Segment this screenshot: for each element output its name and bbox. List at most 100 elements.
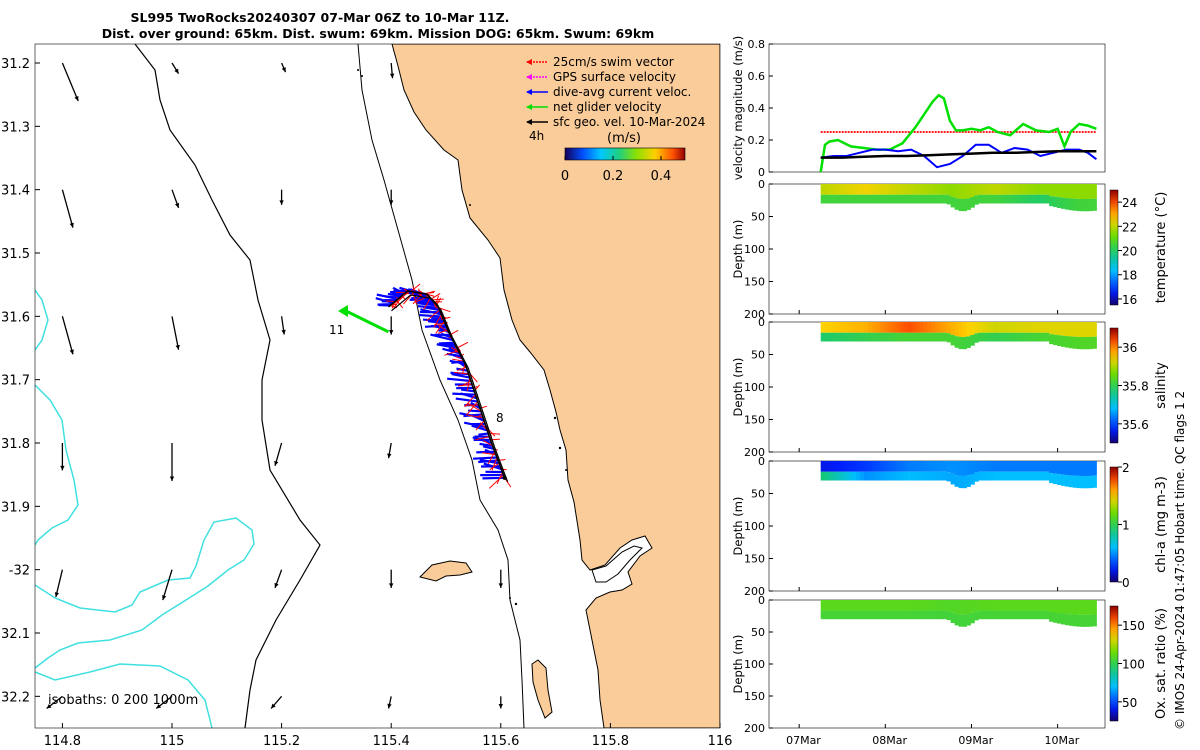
heatmap-cell-lower (907, 610, 912, 620)
heatmap-cell-lower (923, 194, 928, 204)
heatmap-cell-lower (871, 194, 877, 204)
current-vector (424, 324, 447, 328)
heatmap-cell-lower (1064, 613, 1070, 626)
heatmap-cell-upper (919, 461, 924, 472)
heatmap-cell-lower (990, 471, 995, 481)
geo-vector-head (389, 200, 394, 205)
heatmap-cell-lower (1001, 332, 1007, 342)
heatmap-cell-upper (1072, 600, 1078, 615)
colorbar-label: chl-a (mg m-3) (1154, 476, 1169, 573)
heatmap-cell-upper (978, 184, 983, 195)
legend-swatch-head (526, 89, 532, 95)
panel-y-tick-label: 0 (758, 316, 765, 329)
swim-vector (432, 298, 444, 301)
heatmap-cell-lower (1029, 194, 1034, 204)
heatmap-cell-lower (938, 332, 944, 342)
heatmap-cell-lower (934, 471, 940, 481)
map-x-tick-label: 115.2 (263, 734, 300, 749)
heatmap-cell-lower (895, 194, 900, 204)
current-vector (478, 459, 499, 464)
heatmap-cell-upper (946, 322, 952, 334)
track-label-8: 8 (496, 411, 504, 425)
heatmap-cell-upper (1025, 461, 1030, 472)
heatmap-cell-lower (875, 194, 881, 204)
heatmap-cell-upper (1064, 461, 1070, 476)
heatmap-cell-lower (1045, 194, 1050, 204)
heatmap-cell-lower (1092, 475, 1097, 488)
heatmap-cell-lower (1060, 335, 1066, 347)
heatmap-cell-lower (915, 471, 920, 481)
heatmap-cell-upper (1013, 322, 1019, 333)
heatmap-cell-lower (1005, 471, 1011, 481)
heatmap-cell-upper (860, 322, 865, 333)
heatmap-cell-upper (871, 461, 877, 472)
heatmap-cell-upper (930, 600, 936, 611)
heatmap-cell-lower (899, 610, 904, 620)
heatmap-cell-upper (879, 461, 885, 472)
heatmap-cell-upper (875, 184, 881, 195)
panel-y-label: Depth (m) (731, 358, 745, 417)
panel-y-tick-label: 200 (744, 446, 765, 459)
heatmap-cell-upper (848, 600, 853, 611)
heatmap-cell-lower (993, 194, 999, 204)
panel-y-label: Depth (m) (731, 220, 745, 279)
heatmap-cell-upper (856, 184, 861, 195)
panel-frame (768, 321, 1106, 453)
heatmap-cell-upper (1049, 600, 1054, 612)
net-glider-velocity (345, 309, 390, 334)
heatmap-cell-lower (1068, 198, 1074, 211)
speed-colorbar-gradient (564, 147, 686, 161)
geo-vector (61, 189, 74, 228)
heatmap-cell-lower (840, 194, 845, 204)
heatmap-cell-upper (962, 600, 967, 615)
heatmap-cell-upper (942, 322, 948, 333)
heatmap-cell-lower (974, 333, 979, 343)
heatmap-cell-upper (844, 600, 849, 611)
swim-vector (435, 320, 445, 334)
heatmap-cell-lower (820, 610, 826, 620)
swim-vector (476, 414, 483, 419)
heatmap-cell-upper (1064, 322, 1070, 337)
current-vector (452, 392, 476, 396)
heatmap-cell-upper (946, 184, 952, 196)
heatmap-cell-upper (1029, 184, 1034, 195)
heatmap-cell-upper (856, 600, 861, 611)
heatmap-cell-upper (982, 461, 987, 472)
current-vector (478, 432, 489, 436)
heatmap-cell-lower (1037, 194, 1042, 204)
heatmap-cell-upper (986, 184, 991, 195)
heatmap-cell-upper (990, 322, 995, 333)
heatmap-cell-upper (970, 322, 975, 336)
heatmap-cell-upper (954, 600, 960, 614)
heatmap-cell-lower (1025, 332, 1030, 342)
geo-vector-head (271, 703, 276, 709)
swim-vector (411, 291, 417, 305)
heatmap-cell-upper (1017, 600, 1023, 611)
heatmap-cell-upper (923, 600, 928, 611)
heatmap-cell-lower (978, 471, 983, 481)
heatmap-cell-upper (824, 322, 830, 333)
heatmap-cell-lower (879, 471, 885, 481)
heatmap-cell-lower (938, 610, 944, 620)
heatmap-cell-upper (1037, 322, 1042, 333)
heatmap-cell-upper (1080, 322, 1086, 338)
heatmap-cell-lower (982, 194, 987, 204)
panel-y-tick-label: 100 (744, 658, 765, 671)
heatmap-cell-upper (1029, 461, 1034, 472)
heatmap-cell-lower (919, 194, 924, 204)
glider-track-line-2 (391, 294, 509, 483)
legend-swatch-head (526, 59, 532, 65)
heatmap-cell-upper (1084, 461, 1090, 477)
map-y-tick-label: 31.9 (1, 500, 30, 515)
heatmap-cell-upper (856, 322, 861, 333)
heatmap-cell-lower (1029, 610, 1034, 620)
heatmap-cell-lower (887, 194, 893, 204)
colorbar-label: Ox. sat. ratio (%) (1154, 608, 1169, 719)
heatmap-cell-lower (954, 613, 960, 626)
heatmap-cell-lower (887, 332, 893, 342)
current-vector (442, 347, 460, 355)
heatmap-cell-upper (997, 184, 1003, 195)
heatmap-cell-lower (974, 472, 979, 482)
island-rottnest (419, 560, 473, 582)
heatmap-cell-lower (832, 332, 837, 342)
